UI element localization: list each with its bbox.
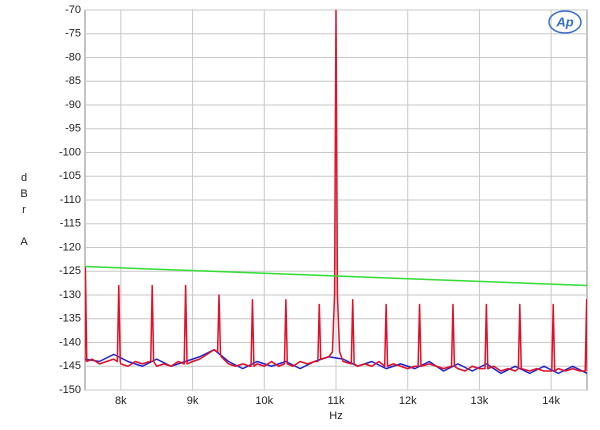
y-tick-label: -75 <box>65 28 81 40</box>
x-tick-label: 14k <box>542 395 560 407</box>
y-axis-label: d <box>21 172 27 184</box>
y-axis-label: r <box>22 204 26 216</box>
y-tick-label: -110 <box>60 194 81 206</box>
y-tick-label: -150 <box>59 384 81 396</box>
y-axis-label: B <box>20 188 27 200</box>
y-tick-label: -140 <box>59 336 81 348</box>
x-tick-label: 12k <box>399 395 417 407</box>
trace <box>85 10 587 372</box>
x-axis-label: Hz <box>329 410 342 422</box>
y-tick-label: -90 <box>65 99 81 111</box>
y-tick-label: -125 <box>59 265 81 277</box>
y-tick-label: -145 <box>59 360 81 372</box>
y-tick-label: -95 <box>65 123 81 135</box>
y-tick-label: -135 <box>59 313 81 325</box>
y-tick-label: -105 <box>59 170 81 182</box>
y-tick-label: -70 <box>65 4 81 16</box>
y-tick-label: -80 <box>65 51 81 63</box>
y-tick-label: -100 <box>59 146 81 158</box>
logo: Ap <box>555 14 573 29</box>
logo-ring <box>548 10 582 34</box>
x-tick-label: 13k <box>471 395 489 407</box>
x-tick-label: 8k <box>115 395 127 407</box>
trace <box>85 265 587 287</box>
labels: -70 -75 -80 -85 -90 -95 -100 -105 -110 -115 -120 -1… <box>20 4 560 407</box>
x-tick-label: 10k <box>255 395 273 407</box>
traces <box>85 10 587 375</box>
x-tick-label: 11k <box>328 395 345 407</box>
y-axis-label: A <box>20 236 28 248</box>
x-tick-label: 9k <box>187 395 199 407</box>
y-tick-label: -130 <box>59 289 81 301</box>
y-tick-label: -85 <box>65 75 81 87</box>
y-tick-label: -120 <box>59 241 81 253</box>
y-tick-label: -115 <box>60 218 81 230</box>
